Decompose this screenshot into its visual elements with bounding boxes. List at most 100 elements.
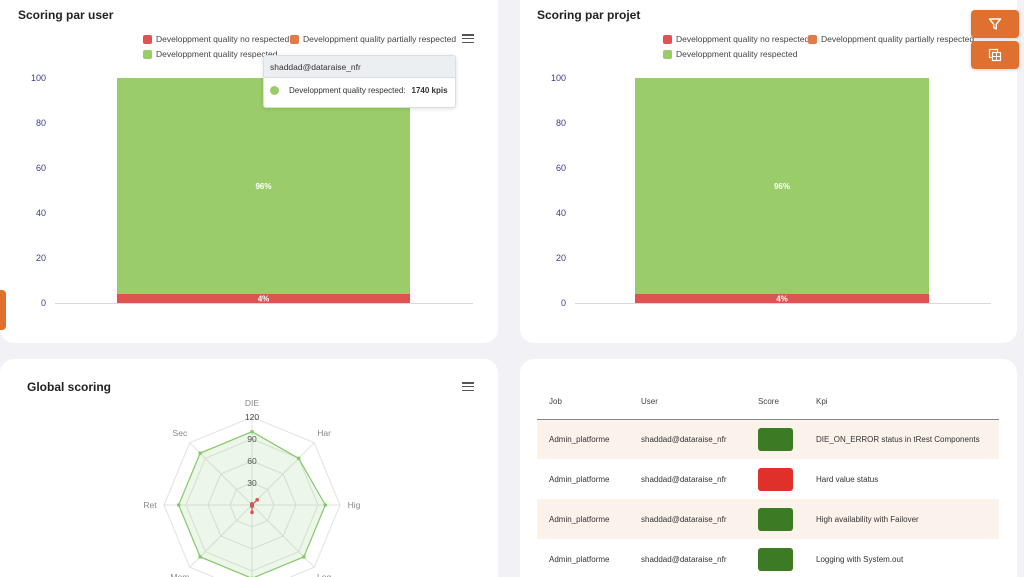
legend-swatch: [663, 49, 672, 59]
score-indicator: [758, 507, 793, 531]
export-table-button[interactable]: [971, 41, 1019, 69]
kpi-table: Job User Score Kpi Admin_platforme shadda…: [537, 384, 999, 577]
legend-swatch: [663, 34, 672, 44]
bar-data-label: 96%: [255, 182, 271, 191]
radar-point: [176, 503, 181, 507]
projet-chart-title: Scoring par projet: [537, 8, 641, 22]
kpi-cell: Logging with System.out: [816, 554, 904, 564]
y-tick-label: 100: [31, 73, 46, 83]
tooltip-value: 1740 kpis: [411, 86, 448, 95]
radar-axis-label: Har: [317, 428, 331, 438]
table-row[interactable]: Admin_platforme shaddad@dataraise_nfr Hard…: [537, 459, 999, 499]
column-header-kpi[interactable]: Kpi: [804, 384, 999, 420]
bar-segment: [635, 78, 929, 294]
radar-point: [250, 503, 254, 507]
table-row[interactable]: Admin_platforme shaddad@dataraise_nfr DIE_…: [537, 419, 999, 459]
legend-label: Developpment quality respected: [156, 49, 278, 59]
radar-point: [255, 498, 259, 502]
radar-point: [323, 503, 328, 507]
y-tick-label: 60: [556, 163, 566, 173]
column-header-score[interactable]: Score: [746, 384, 804, 420]
y-tick-label: 40: [556, 208, 566, 218]
y-tick-label: 80: [556, 118, 566, 128]
legend-item-respected[interactable]: Developpment quality respected: [663, 49, 797, 59]
legend-swatch: [143, 34, 152, 44]
tooltip-label: Developpment quality respected:: [289, 86, 406, 95]
global-scoring-card: Global scoring DIEHarHigLogMemRetSec0306…: [0, 359, 498, 577]
radar-point: [302, 555, 306, 559]
legend-label: Developpment quality partially respected: [821, 34, 975, 44]
table-header-row: Job User Score Kpi: [537, 384, 999, 420]
radar-axis-label: DIE: [245, 398, 260, 408]
radar-grid-ring: [163, 416, 341, 577]
user-cell: shaddad@dataraise_nfr: [641, 474, 727, 484]
global-radar-chart: DIEHarHigLogMemRetSec0306090120: [143, 398, 361, 577]
score-indicator: [758, 467, 793, 491]
legend-item-respected[interactable]: Developpment quality respected: [143, 49, 277, 59]
filter-button[interactable]: [971, 10, 1019, 38]
chart-tooltip: shaddad@dataraise_nfr Developpment quali…: [263, 55, 456, 108]
radar-spoke: [251, 442, 315, 506]
y-tick-label: 100: [551, 73, 566, 83]
radar-tick-label: 30: [247, 478, 257, 488]
y-tick-label: 0: [41, 298, 46, 308]
radar-tick-label: 120: [245, 412, 259, 422]
tooltip-body: Developpment quality respected: 1740 kpi…: [264, 78, 455, 103]
user-cell: shaddad@dataraise_nfr: [629, 499, 746, 539]
kpi-cell: High availability with Failover: [804, 499, 999, 539]
kpi-cell: DIE_ON_ERROR status in tRest Components: [804, 419, 999, 459]
radar-axis-label: Mem: [170, 572, 189, 577]
projet-scoring-card: Scoring par projet Developpment quality …: [520, 0, 1017, 343]
legend-label: Developpment quality no respected: [676, 34, 810, 44]
user-cell: shaddad@dataraise_nfr: [629, 419, 746, 459]
score-cell: [746, 499, 804, 539]
legend-label: Developpment quality respected: [676, 49, 798, 59]
y-tick-label: 0: [561, 298, 566, 308]
hamburger-menu-icon[interactable]: [462, 34, 474, 44]
tooltip-dot: [270, 86, 279, 95]
kpi-table-card: Job User Score Kpi Admin_platforme shadda…: [520, 359, 1017, 577]
score-cell: [746, 419, 804, 459]
table-row[interactable]: Admin_platforme shaddad@dataraise_nfr High…: [537, 499, 999, 539]
radar-point: [250, 429, 254, 434]
score-cell: [746, 459, 804, 499]
bar-segment: [117, 78, 410, 294]
bar-data-label: 96%: [774, 182, 790, 191]
legend-item-partially[interactable]: Developpment quality partially respected: [290, 34, 456, 44]
legend-item-no-respected[interactable]: Developpment quality no respected: [143, 34, 289, 44]
legend-swatch: [808, 34, 817, 44]
bar-data-label: 4%: [258, 295, 270, 304]
legend-label: Developpment quality partially respected: [303, 34, 457, 44]
radar-axis-label: Hig: [348, 500, 361, 510]
radar-point: [296, 456, 301, 461]
job-cell: Admin_platforme: [537, 499, 629, 539]
score-indicator: [758, 427, 793, 451]
legend-item-no-respected[interactable]: Developpment quality no respected: [663, 34, 809, 44]
export-table-icon: [988, 48, 1002, 62]
radar-tick-label: 60: [247, 456, 257, 466]
user-cell: shaddad@dataraise_nfr: [641, 554, 727, 564]
legend-swatch: [290, 34, 299, 44]
y-tick-label: 40: [36, 208, 46, 218]
user-bar-chart: 0 20 40 60 80 100 4% 96%: [31, 73, 473, 308]
hamburger-menu-icon[interactable]: [462, 382, 474, 392]
bar-segment: [117, 294, 410, 303]
radar-axis-label: Sec: [173, 428, 188, 438]
column-header-user[interactable]: User: [629, 384, 746, 420]
side-panel-toggle[interactable]: [0, 290, 6, 330]
filter-icon: [988, 18, 1002, 30]
radar-point: [198, 555, 202, 559]
radar-axis-label: Log: [317, 572, 331, 577]
tooltip-title: shaddad@dataraise_nfr: [264, 56, 455, 78]
legend-swatch: [143, 49, 152, 59]
y-tick-label: 20: [556, 253, 566, 263]
y-tick-label: 80: [36, 118, 46, 128]
job-cell: Admin_platforme: [537, 419, 629, 459]
table-row[interactable]: Admin_platforme shaddad@dataraise_nfr Logg…: [537, 539, 999, 577]
bar-data-label: 4%: [776, 295, 788, 304]
y-tick-label: 20: [36, 253, 46, 263]
job-cell: Admin_platforme: [549, 554, 610, 564]
legend-item-partially[interactable]: Developpment quality partially respected: [808, 34, 974, 44]
column-header-job[interactable]: Job: [537, 384, 629, 420]
job-cell: Admin_platforme: [549, 474, 610, 484]
